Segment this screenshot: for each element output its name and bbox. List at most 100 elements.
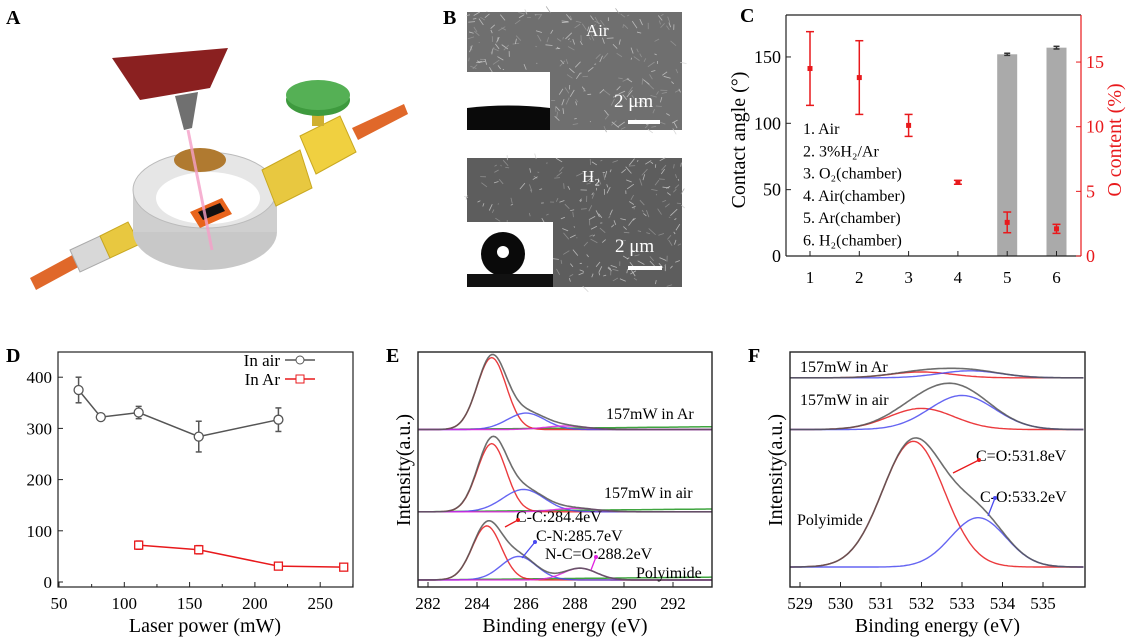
sem-fiber bbox=[598, 266, 603, 273]
sem-fiber bbox=[554, 106, 557, 112]
sem-fiber bbox=[600, 159, 603, 162]
plot-frame bbox=[417, 351, 713, 588]
sem-fiber bbox=[499, 14, 506, 21]
sem-fiber bbox=[554, 115, 560, 121]
y-right-axis-label: O content (%) bbox=[1104, 83, 1126, 196]
sem-fiber bbox=[610, 265, 618, 268]
x-tick-label: 50 bbox=[51, 594, 68, 613]
sem-fiber bbox=[575, 98, 579, 103]
y-right-tick-label: 15 bbox=[1086, 52, 1104, 72]
x-tick-label: 292 bbox=[660, 594, 686, 613]
sem-fiber bbox=[604, 170, 608, 178]
sem-fiber bbox=[666, 284, 673, 287]
peak-annotation: N-C=O:288.2eV bbox=[545, 546, 653, 563]
sem-fiber bbox=[590, 238, 598, 244]
sem-fiber bbox=[680, 162, 682, 167]
sem-fiber bbox=[465, 194, 468, 200]
sem-fiber bbox=[561, 21, 569, 23]
sem-fiber bbox=[572, 123, 579, 125]
sem-fiber bbox=[654, 53, 657, 56]
sem-fiber bbox=[530, 189, 533, 193]
data-point-circle bbox=[273, 414, 284, 425]
sem-fiber bbox=[591, 193, 595, 199]
sem-fiber bbox=[660, 13, 664, 17]
y-tick-label: 100 bbox=[27, 522, 53, 541]
sem-fiber bbox=[627, 86, 633, 94]
sem-fiber bbox=[599, 88, 605, 94]
y-tick-label: 300 bbox=[27, 419, 53, 438]
sem-fiber bbox=[603, 274, 607, 277]
sem-fiber bbox=[655, 279, 657, 285]
sem-fiber bbox=[498, 26, 506, 32]
legend-entry: 4. Air(chamber) bbox=[803, 188, 905, 205]
sem-fiber bbox=[611, 224, 615, 228]
spectrum-label: Polyimide bbox=[636, 565, 702, 582]
sem-fiber bbox=[681, 204, 686, 209]
x-tick-label: 288 bbox=[562, 594, 588, 613]
sem-fiber bbox=[488, 204, 493, 211]
sem-fiber bbox=[673, 231, 676, 235]
sem-fiber bbox=[545, 44, 553, 46]
sem-fiber bbox=[586, 265, 589, 268]
sem-fiber bbox=[595, 53, 601, 59]
sem-fiber bbox=[625, 166, 632, 174]
data-point-circle bbox=[95, 411, 106, 423]
sem-fiber bbox=[648, 228, 656, 236]
sem-image-h2: H₂ 2 μm bbox=[464, 153, 686, 293]
spectrum-label: 157mW in air bbox=[604, 485, 693, 502]
x-tick-label: 535 bbox=[1030, 594, 1056, 613]
x-tick-label: 4 bbox=[954, 268, 963, 287]
sem-fiber bbox=[514, 19, 521, 25]
sem-fiber bbox=[666, 25, 670, 31]
x-tick-label: 284 bbox=[464, 594, 490, 613]
peak-annotation: C=O:531.8eV bbox=[976, 448, 1067, 465]
o-content-point-3 bbox=[906, 122, 912, 128]
sem-fiber bbox=[566, 74, 573, 79]
sem-fiber bbox=[578, 272, 584, 276]
peak-annotation: C-N:285.7eV bbox=[536, 528, 623, 545]
sem-fiber bbox=[618, 39, 621, 45]
sem-fiber bbox=[490, 24, 496, 29]
legend-entry: 3. O₂(chamber) bbox=[803, 166, 902, 183]
sem-fiber bbox=[469, 45, 473, 53]
sem-fiber bbox=[644, 123, 650, 129]
scale-bar-label-h2: 2 μm bbox=[615, 236, 654, 257]
sem-fiber bbox=[628, 158, 635, 166]
sem-fiber bbox=[559, 60, 566, 67]
sem-fiber bbox=[493, 181, 499, 184]
sem-fiber bbox=[623, 226, 627, 230]
sem-fiber bbox=[498, 179, 504, 185]
sem-fiber bbox=[619, 102, 623, 107]
spectrum-envelope bbox=[789, 382, 1084, 431]
legend-label: In Ar bbox=[245, 370, 281, 389]
sem-fiber bbox=[626, 269, 628, 274]
o-content-point-2 bbox=[856, 75, 862, 81]
y-right-tick-label: 5 bbox=[1086, 181, 1095, 201]
sem-fiber bbox=[484, 13, 490, 18]
sem-fiber bbox=[576, 172, 584, 177]
sem-fiber bbox=[481, 182, 488, 188]
sem-fiber bbox=[620, 218, 626, 221]
sem-fiber bbox=[661, 164, 667, 171]
sem-fiber bbox=[608, 187, 610, 190]
sem-fiber bbox=[663, 75, 671, 79]
spectrum-label: 157mW in Ar bbox=[800, 359, 888, 376]
sem-fiber bbox=[612, 277, 619, 282]
chart-xps-c1s: 157mW in Ar 157mW in air Polyimide 282 284 28… bbox=[393, 351, 713, 637]
sem-fiber bbox=[560, 216, 566, 220]
sem-fiber bbox=[639, 18, 643, 26]
sem-fiber bbox=[674, 184, 680, 189]
sem-fiber bbox=[570, 263, 574, 268]
sem-fiber bbox=[563, 250, 570, 255]
sem-fiber bbox=[651, 125, 657, 128]
sem-fiber bbox=[615, 8, 620, 14]
sem-fiber bbox=[612, 268, 619, 272]
sem-fiber bbox=[631, 205, 636, 209]
sem-fiber bbox=[495, 43, 500, 50]
sem-fiber bbox=[568, 277, 571, 282]
sem-fiber bbox=[569, 68, 575, 74]
series-line-0 bbox=[78, 389, 279, 438]
o-content-point-5 bbox=[1004, 219, 1010, 225]
scale-bar-label-air: 2 μm bbox=[614, 91, 653, 112]
sem-fiber bbox=[515, 35, 522, 41]
